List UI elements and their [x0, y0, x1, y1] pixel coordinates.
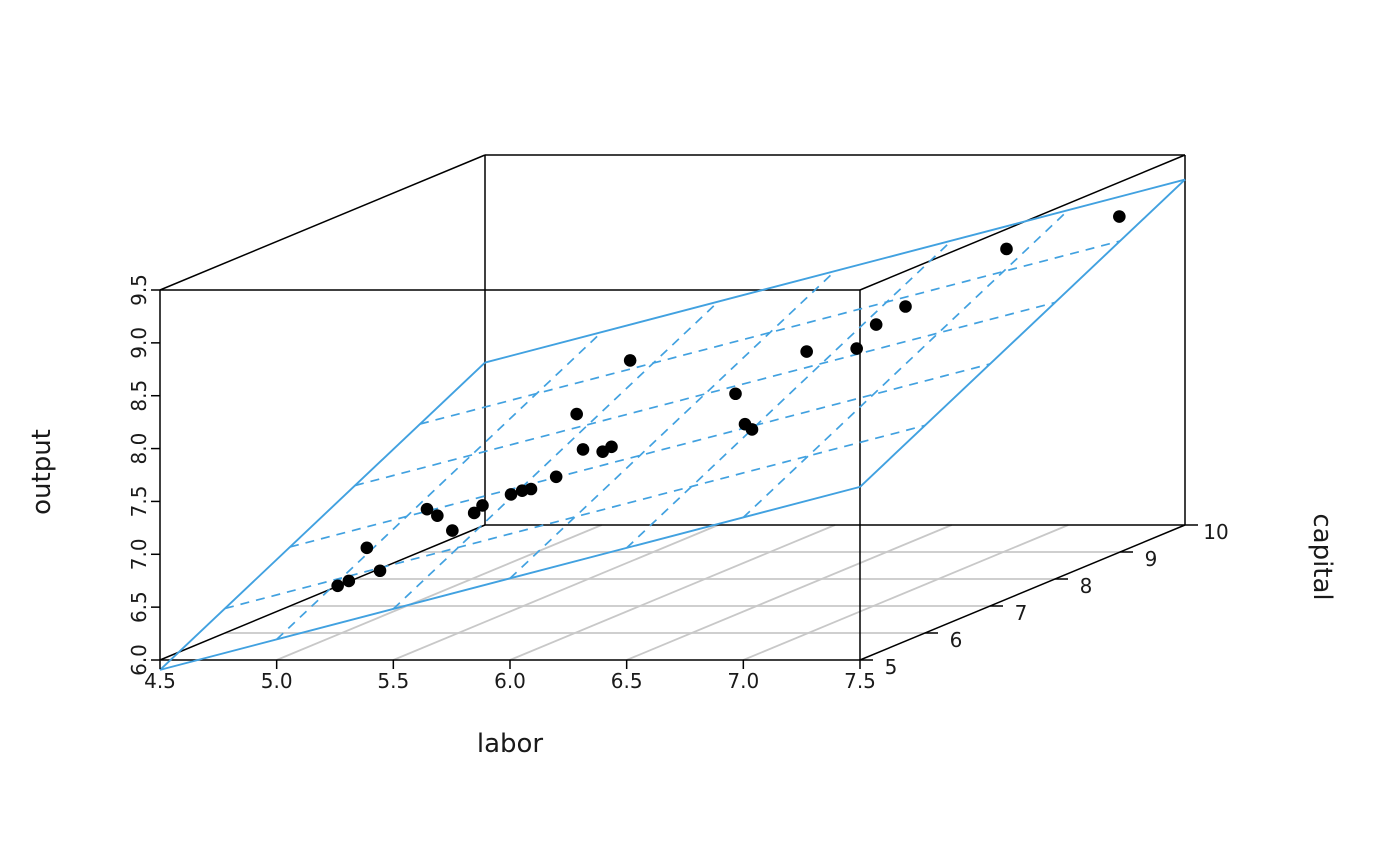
labor-tick-label: 7.5 [844, 669, 876, 693]
labor-tick-label: 5.0 [261, 669, 293, 693]
box-edge [159, 524, 486, 661]
plane-grid-line [419, 240, 1121, 425]
output-tick-label: 6.5 [127, 591, 151, 623]
data-point [800, 345, 813, 358]
floor-grid-line [742, 524, 1069, 661]
capital-tick-label: 9 [1145, 547, 1158, 571]
floor-grid-line [392, 524, 719, 661]
capital-tick-label: 7 [1015, 601, 1028, 625]
data-point [360, 541, 374, 555]
data-point [869, 318, 883, 331]
labor-tick-label: 6.0 [494, 669, 526, 693]
capital-tick-label: 10 [1203, 520, 1228, 544]
plane-grid-line [626, 239, 953, 549]
data-point [420, 502, 434, 516]
data-point [331, 579, 344, 593]
plane-grid-line [354, 301, 1056, 487]
plane-grid-line [509, 270, 836, 580]
labor-tick-label: 5.5 [377, 669, 409, 693]
data-point [745, 423, 759, 436]
capital-tick-label: 8 [1080, 574, 1093, 598]
labor-axis-title: labor [476, 729, 544, 759]
plane-grid-line [392, 300, 719, 610]
data-point [850, 342, 863, 355]
data-point [524, 482, 538, 496]
labor-tick-label: 6.5 [611, 669, 643, 693]
data-point [729, 387, 742, 401]
data-point [1000, 242, 1013, 256]
data-point [431, 509, 444, 522]
box-edge [859, 524, 1186, 661]
floor-grid-line [509, 524, 836, 661]
labor-tick-label: 7.0 [727, 669, 759, 693]
plane-grid-line [742, 209, 1069, 519]
output-tick-label: 9.5 [127, 274, 151, 306]
capital-tick-label: 6 [950, 628, 963, 652]
data-point [605, 440, 618, 454]
data-point [1113, 210, 1126, 223]
data-point [476, 499, 489, 512]
output-tick-label: 8.0 [127, 433, 151, 465]
plane-grid-line [289, 363, 991, 548]
plane-edge [159, 485, 861, 671]
output-axis-title: output [27, 429, 57, 515]
plane-edge [484, 178, 1186, 364]
data-point [467, 506, 481, 520]
data-point [373, 564, 387, 578]
plane-grid-line [276, 331, 603, 641]
capital-tick-label: 5 [885, 655, 898, 679]
data-point [899, 300, 912, 313]
data-point [623, 354, 637, 367]
capital-axis-title: capital [1307, 513, 1337, 601]
data-point [549, 470, 563, 484]
output-tick-label: 7.0 [127, 538, 151, 570]
data-point [342, 574, 356, 588]
plane-edge [859, 178, 1186, 488]
floor-grid-line [626, 524, 953, 661]
output-tick-label: 7.5 [127, 486, 151, 518]
data-point [446, 524, 459, 537]
data-point [576, 443, 590, 456]
data-point [570, 407, 583, 421]
plane-edge [159, 361, 486, 671]
floor-grid-line [276, 524, 603, 661]
box-edge [159, 154, 486, 291]
plane-grid-line [224, 424, 926, 610]
output-tick-label: 8.5 [127, 380, 151, 412]
data-point [504, 488, 518, 501]
labor-tick-label: 4.5 [144, 669, 176, 693]
output-tick-label: 6.0 [127, 644, 151, 676]
output-tick-label: 9.0 [127, 327, 151, 359]
